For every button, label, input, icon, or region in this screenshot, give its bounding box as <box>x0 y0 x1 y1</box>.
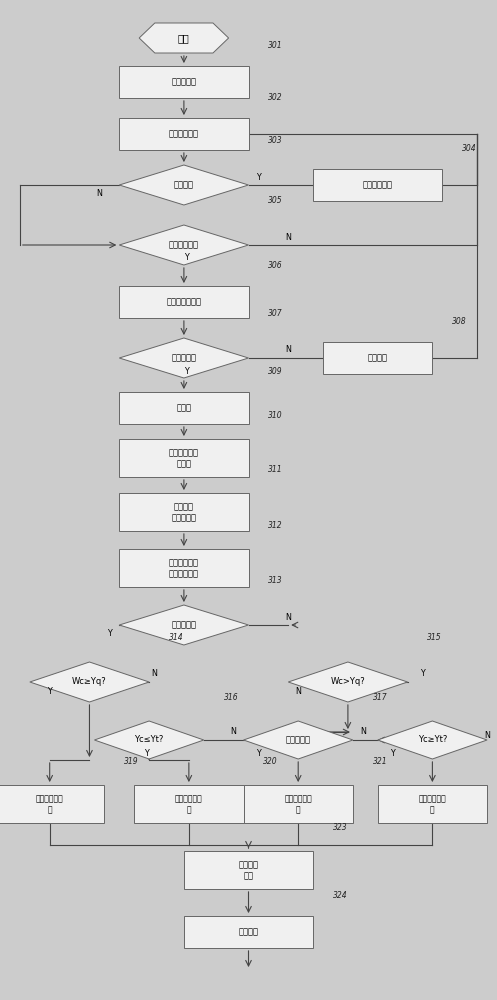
Text: Y: Y <box>47 688 52 696</box>
Polygon shape <box>378 721 487 759</box>
Text: 清除门鉴: 清除门鉴 <box>239 928 258 936</box>
FancyBboxPatch shape <box>0 785 104 823</box>
Text: N: N <box>285 612 291 621</box>
Text: Y: Y <box>420 670 425 678</box>
Text: 时段转换？: 时段转换？ <box>171 354 196 362</box>
Text: Y: Y <box>107 629 112 638</box>
FancyBboxPatch shape <box>119 118 248 150</box>
Text: Y: Y <box>256 748 261 758</box>
Polygon shape <box>94 721 204 759</box>
Text: N: N <box>285 346 291 355</box>
Text: 调用通讯子程序: 调用通讯子程序 <box>166 298 201 306</box>
FancyBboxPatch shape <box>244 785 353 823</box>
FancyBboxPatch shape <box>313 169 442 201</box>
Text: 组保持接电器
合: 组保持接电器 合 <box>284 794 312 814</box>
Text: 302: 302 <box>268 93 283 102</box>
Text: N: N <box>295 688 301 696</box>
FancyBboxPatch shape <box>119 439 248 477</box>
Text: 316: 316 <box>224 693 238 702</box>
Text: 按键处理程序: 按键处理程序 <box>363 180 393 190</box>
FancyBboxPatch shape <box>119 66 248 98</box>
Text: Y: Y <box>184 366 189 375</box>
Text: N: N <box>151 670 157 678</box>
Text: 制冷方式？: 制冷方式？ <box>171 620 196 630</box>
FancyBboxPatch shape <box>119 392 248 424</box>
Text: 系统初始化: 系统初始化 <box>171 78 196 87</box>
Text: 303: 303 <box>268 136 283 145</box>
Text: 调显示子程序
显示当前温度: 调显示子程序 显示当前温度 <box>169 558 199 578</box>
FancyBboxPatch shape <box>119 493 248 531</box>
Text: 307: 307 <box>268 309 283 318</box>
Text: 组保持接电器
大: 组保持接电器 大 <box>418 794 446 814</box>
Polygon shape <box>119 338 248 378</box>
Text: 组保持接电器
大: 组保持接电器 大 <box>175 794 203 814</box>
Text: 312: 312 <box>268 521 283 530</box>
Text: 309: 309 <box>268 367 283 376</box>
Polygon shape <box>30 662 149 702</box>
Text: 调用输出控制
子程序: 调用输出控制 子程序 <box>169 448 199 468</box>
Text: 315: 315 <box>427 633 442 642</box>
Text: 323: 323 <box>333 823 347 832</box>
Polygon shape <box>288 662 408 702</box>
Text: 开始: 开始 <box>178 33 190 43</box>
Text: Wc>Yq?: Wc>Yq? <box>331 678 365 686</box>
Text: Yc≤Yt?: Yc≤Yt? <box>134 736 164 744</box>
Polygon shape <box>119 225 248 265</box>
Text: 311: 311 <box>268 465 283 474</box>
Text: 306: 306 <box>268 261 283 270</box>
Polygon shape <box>119 605 248 645</box>
Text: 308: 308 <box>452 317 467 326</box>
Text: Y: Y <box>144 748 149 758</box>
Text: Y: Y <box>184 253 189 262</box>
Text: Y: Y <box>390 748 395 758</box>
FancyBboxPatch shape <box>378 785 487 823</box>
FancyBboxPatch shape <box>323 342 432 374</box>
Text: N: N <box>484 730 490 740</box>
Text: 异常故障
检测: 异常故障 检测 <box>239 860 258 880</box>
Text: 304: 304 <box>462 144 477 153</box>
Text: 置标志: 置标志 <box>176 403 191 412</box>
FancyBboxPatch shape <box>184 916 313 948</box>
Polygon shape <box>119 165 248 205</box>
FancyBboxPatch shape <box>134 785 244 823</box>
Text: 317: 317 <box>373 693 387 702</box>
Text: 313: 313 <box>268 576 283 585</box>
Text: 305: 305 <box>268 196 283 205</box>
FancyBboxPatch shape <box>184 851 313 889</box>
Text: 314: 314 <box>169 633 183 642</box>
Text: 按键扫描程序: 按键扫描程序 <box>169 129 199 138</box>
Text: N: N <box>285 232 291 241</box>
Text: N: N <box>360 728 366 736</box>
Text: 有通讯数据？: 有通讯数据？ <box>169 240 199 249</box>
Text: 310: 310 <box>268 411 283 420</box>
Text: Yc≥Yt?: Yc≥Yt? <box>417 736 447 744</box>
Text: 清除标志: 清除标志 <box>368 354 388 362</box>
Polygon shape <box>139 23 229 53</box>
Text: 有按键？: 有按键？ <box>174 180 194 190</box>
Polygon shape <box>244 721 353 759</box>
Text: 320: 320 <box>263 757 278 766</box>
Text: Wc≥Yq?: Wc≥Yq? <box>72 678 107 686</box>
FancyBboxPatch shape <box>119 549 248 587</box>
Text: 324: 324 <box>333 891 347 900</box>
Text: 尖峰时段？: 尖峰时段？ <box>286 736 311 744</box>
Text: N: N <box>231 728 237 736</box>
FancyBboxPatch shape <box>119 286 248 318</box>
Text: 组保持接电器
合: 组保持接电器 合 <box>36 794 64 814</box>
Text: 319: 319 <box>124 757 139 766</box>
Text: 301: 301 <box>268 41 283 50</box>
Text: 321: 321 <box>373 757 387 766</box>
Text: Y: Y <box>256 172 261 182</box>
Text: 调用温度
检测子程序: 调用温度 检测子程序 <box>171 502 196 522</box>
Text: N: N <box>96 189 102 198</box>
